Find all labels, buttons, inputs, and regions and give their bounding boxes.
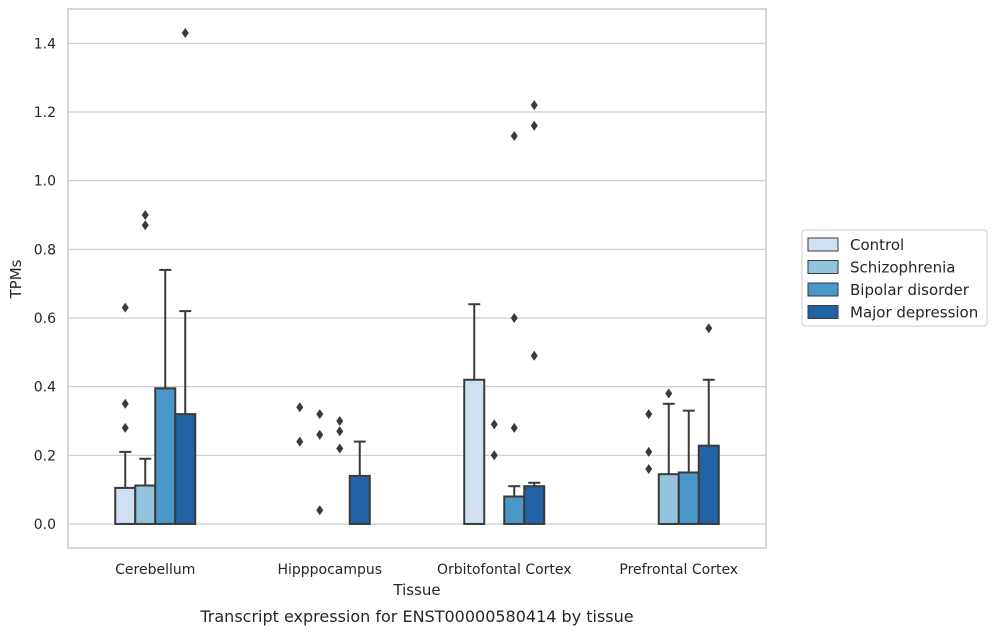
bar xyxy=(697,444,720,525)
outlier-point xyxy=(665,388,673,399)
outlier-point xyxy=(141,209,149,220)
plot-frame xyxy=(67,8,767,549)
outlier-points xyxy=(121,28,713,516)
legend-label: Schizophrenia xyxy=(850,259,955,277)
outlier-point xyxy=(510,312,518,323)
outlier-point xyxy=(296,402,304,413)
outlier-point xyxy=(645,446,653,457)
legend: Control Schizophrenia Bipolar disorder Majo… xyxy=(801,229,988,327)
y-tick-label: 0.4 xyxy=(34,380,56,396)
bars xyxy=(114,378,720,525)
y-tick-label: 1.4 xyxy=(34,36,56,52)
outlier-point xyxy=(121,422,129,433)
legend-label: Bipolar disorder xyxy=(850,281,970,299)
bar xyxy=(154,387,177,525)
outlier-point xyxy=(530,120,538,131)
outlier-point xyxy=(316,429,324,440)
outlier-point xyxy=(510,422,518,433)
outlier-point xyxy=(141,220,149,231)
y-tick-label: 1.2 xyxy=(34,105,56,121)
legend-swatch xyxy=(807,282,839,297)
outlier-point xyxy=(510,131,518,142)
outlier-point xyxy=(530,100,538,111)
error-bars xyxy=(119,268,715,497)
bar xyxy=(348,474,371,525)
bar xyxy=(134,484,157,525)
outlier-point xyxy=(336,415,344,426)
bar xyxy=(114,486,137,525)
legend-swatch xyxy=(807,305,839,319)
bar xyxy=(174,413,197,525)
x-tick-label: Hipppocampus xyxy=(277,562,382,578)
outlier-point xyxy=(645,409,653,420)
legend-swatch xyxy=(807,237,839,252)
x-tick-label: Cerebellum xyxy=(115,562,195,578)
legend-label: Major depression xyxy=(850,304,978,322)
outlier-point xyxy=(121,398,129,409)
outlier-point xyxy=(336,426,344,437)
y-tick-label: 0.8 xyxy=(34,242,56,258)
outlier-point xyxy=(296,436,304,447)
x-tick-label: Orbitofontal Cortex xyxy=(437,562,572,578)
bar xyxy=(503,495,526,525)
outlier-point xyxy=(316,505,324,516)
y-axis-label: TPMs xyxy=(7,259,25,299)
chart-caption: Transcript expression for ENST0000058041… xyxy=(199,607,633,626)
outlier-point xyxy=(705,323,713,334)
outlier-point xyxy=(181,28,189,39)
bar xyxy=(657,473,680,525)
outlier-point xyxy=(645,464,653,475)
outlier-point xyxy=(121,302,129,313)
legend-swatch xyxy=(807,260,839,274)
y-tick-label: 0.6 xyxy=(34,311,56,327)
outlier-point xyxy=(490,450,498,461)
y-tick-label: 1.0 xyxy=(34,174,56,190)
outlier-point xyxy=(490,419,498,430)
outlier-point xyxy=(530,350,538,361)
legend-frame xyxy=(801,229,988,327)
x-axis-label: Tissue xyxy=(392,581,440,599)
bar xyxy=(523,485,546,525)
x-tick-labels: Cerebellum Hipppocampus Orbitofontal Corte… xyxy=(115,562,738,578)
y-tick-labels: 0.0 0.2 0.4 0.6 0.8 1.0 1.2 1.4 xyxy=(34,36,56,533)
bar xyxy=(677,471,700,525)
outlier-point xyxy=(316,409,324,420)
x-tick-label: Prefrontal Cortex xyxy=(619,562,738,578)
bar xyxy=(463,378,486,525)
y-tick-label: 0.2 xyxy=(34,448,56,464)
y-tick-label: 0.0 xyxy=(34,517,56,533)
outlier-point xyxy=(336,443,344,454)
legend-label: Control xyxy=(850,236,904,254)
